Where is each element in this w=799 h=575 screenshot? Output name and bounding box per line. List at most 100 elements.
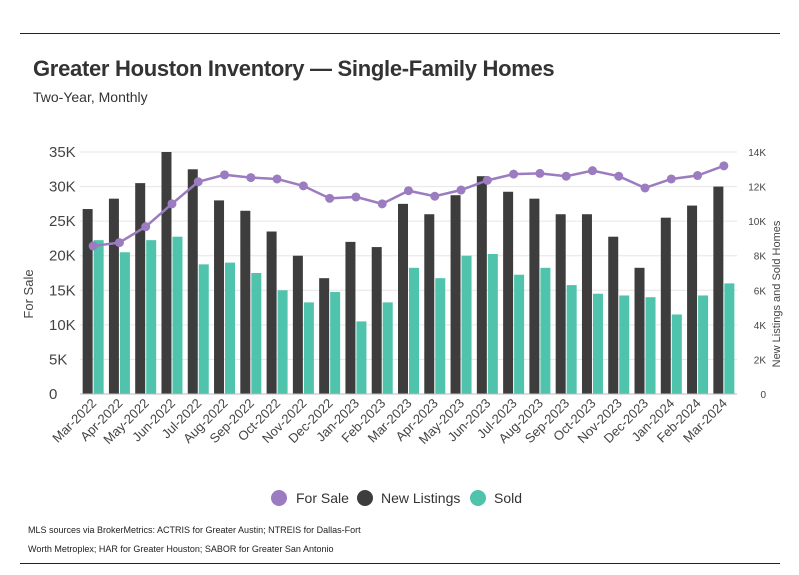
- for-sale-point: [404, 186, 413, 196]
- for-sale-point: [193, 177, 203, 187]
- sold-bar: [724, 283, 735, 394]
- y2-axis-title: New Listings and Sold Homes: [771, 220, 783, 367]
- for-sale-point: [88, 241, 98, 251]
- new-listings-bars: [82, 152, 724, 394]
- for-sale-point: [719, 161, 729, 171]
- sold-bar: [540, 267, 551, 394]
- sold-bar: [698, 295, 709, 394]
- new-listings-bar: [503, 191, 514, 394]
- sold-bar: [225, 262, 236, 394]
- legend-new-listings-swatch: [357, 490, 373, 506]
- sold-bar: [303, 302, 314, 394]
- chart-title: Greater Houston Inventory — Single-Famil…: [33, 56, 555, 81]
- new-listings-bar: [608, 236, 619, 394]
- for-sale-point: [220, 170, 230, 180]
- new-listings-bar: [319, 278, 330, 394]
- sold-bar: [619, 295, 630, 394]
- for-sale-point: [141, 222, 151, 232]
- y2-tick-label: 0: [760, 390, 766, 401]
- y2-tick-label: 8K: [754, 252, 767, 263]
- sold-bar: [435, 278, 446, 394]
- top-rule: [20, 33, 780, 34]
- for-sale-point: [114, 238, 124, 248]
- sold-bar: [119, 252, 130, 394]
- new-listings-bar: [214, 200, 225, 394]
- new-listings-bar: [687, 205, 698, 394]
- y-axis-title: For Sale: [21, 269, 36, 318]
- new-listings-bar: [660, 217, 671, 394]
- for-sale-line: [88, 161, 729, 251]
- for-sale-point: [666, 174, 676, 184]
- new-listings-bar: [345, 241, 356, 394]
- bottom-rule: [20, 563, 780, 564]
- legend-for-sale-label: For Sale: [296, 490, 349, 506]
- new-listings-bar: [450, 195, 461, 394]
- y2-tick-label: 12K: [748, 183, 766, 194]
- sold-bar: [409, 267, 419, 394]
- source-note-line2: Worth Metroplex; HAR for Greater Houston…: [28, 544, 334, 554]
- sold-bar: [277, 290, 288, 394]
- y-tick-label: 0: [49, 386, 57, 403]
- y-tick-label: 10K: [49, 317, 76, 334]
- sold-bar: [198, 264, 209, 394]
- right-axis-ticks: 0 2K 4K 6K 8K 10K 12K 14K: [748, 148, 766, 401]
- for-sale-point: [377, 199, 387, 209]
- sold-bar: [146, 240, 157, 394]
- new-listings-bar: [108, 198, 119, 394]
- legend-new-listings-label: New Listings: [381, 490, 460, 506]
- sold-bar: [645, 297, 656, 394]
- legend: For Sale New Listings Sold: [271, 490, 522, 506]
- for-sale-point: [325, 193, 335, 203]
- source-note-line1: MLS sources via BrokerMetrics: ACTRIS fo…: [28, 525, 361, 535]
- for-sale-point: [535, 168, 545, 178]
- new-listings-bar: [398, 203, 408, 394]
- new-listings-bar: [424, 214, 435, 394]
- for-sale-point: [614, 171, 624, 181]
- y2-tick-label: 4K: [754, 321, 767, 332]
- legend-for-sale-swatch: [271, 490, 287, 506]
- for-sale-line-path: [92, 164, 725, 248]
- for-sale-point: [430, 191, 440, 201]
- for-sale-point: [456, 185, 466, 195]
- sold-bar: [356, 321, 367, 394]
- sold-bar: [566, 285, 577, 394]
- for-sale-point: [482, 175, 492, 185]
- for-sale-point: [351, 192, 361, 202]
- for-sale-point: [640, 183, 650, 193]
- x-axis-ticks: Mar-2022Apr-2022May-2022Jun-2022Jul-2022…: [49, 396, 730, 447]
- new-listings-bar: [82, 209, 93, 394]
- new-listings-bar: [240, 210, 251, 394]
- y-tick-label: 15K: [49, 282, 76, 299]
- for-sale-point: [272, 174, 282, 184]
- sold-bar: [592, 293, 603, 394]
- y-tick-label: 5K: [49, 351, 67, 368]
- y2-tick-label: 2K: [754, 355, 767, 366]
- sold-bar: [487, 253, 498, 394]
- new-listings-bar: [161, 152, 172, 394]
- for-sale-point: [246, 173, 256, 183]
- left-axis-ticks: 0 5K 10K 15K 20K 25K 30K 35K: [49, 144, 76, 403]
- new-listings-bar: [187, 169, 198, 394]
- new-listings-bar: [292, 255, 303, 394]
- for-sale-point: [167, 199, 177, 209]
- new-listings-bar: [634, 267, 645, 394]
- y-tick-label: 30K: [49, 179, 76, 196]
- new-listings-bar: [529, 198, 540, 394]
- sold-bar: [251, 273, 262, 394]
- sold-bar: [382, 302, 393, 394]
- for-sale-point: [561, 171, 571, 181]
- sold-bar: [514, 274, 525, 394]
- for-sale-point: [509, 169, 519, 179]
- new-listings-bar: [266, 231, 277, 394]
- new-listings-bar: [476, 176, 487, 394]
- sold-bar: [461, 255, 472, 394]
- legend-sold-swatch: [470, 490, 486, 506]
- y2-tick-label: 14K: [748, 148, 766, 159]
- new-listings-bar: [135, 183, 146, 394]
- chart-subtitle: Two-Year, Monthly: [33, 89, 148, 105]
- y-tick-label: 35K: [49, 144, 76, 161]
- y2-tick-label: 6K: [754, 286, 767, 297]
- for-sale-point: [298, 181, 308, 191]
- y2-tick-label: 10K: [748, 217, 766, 228]
